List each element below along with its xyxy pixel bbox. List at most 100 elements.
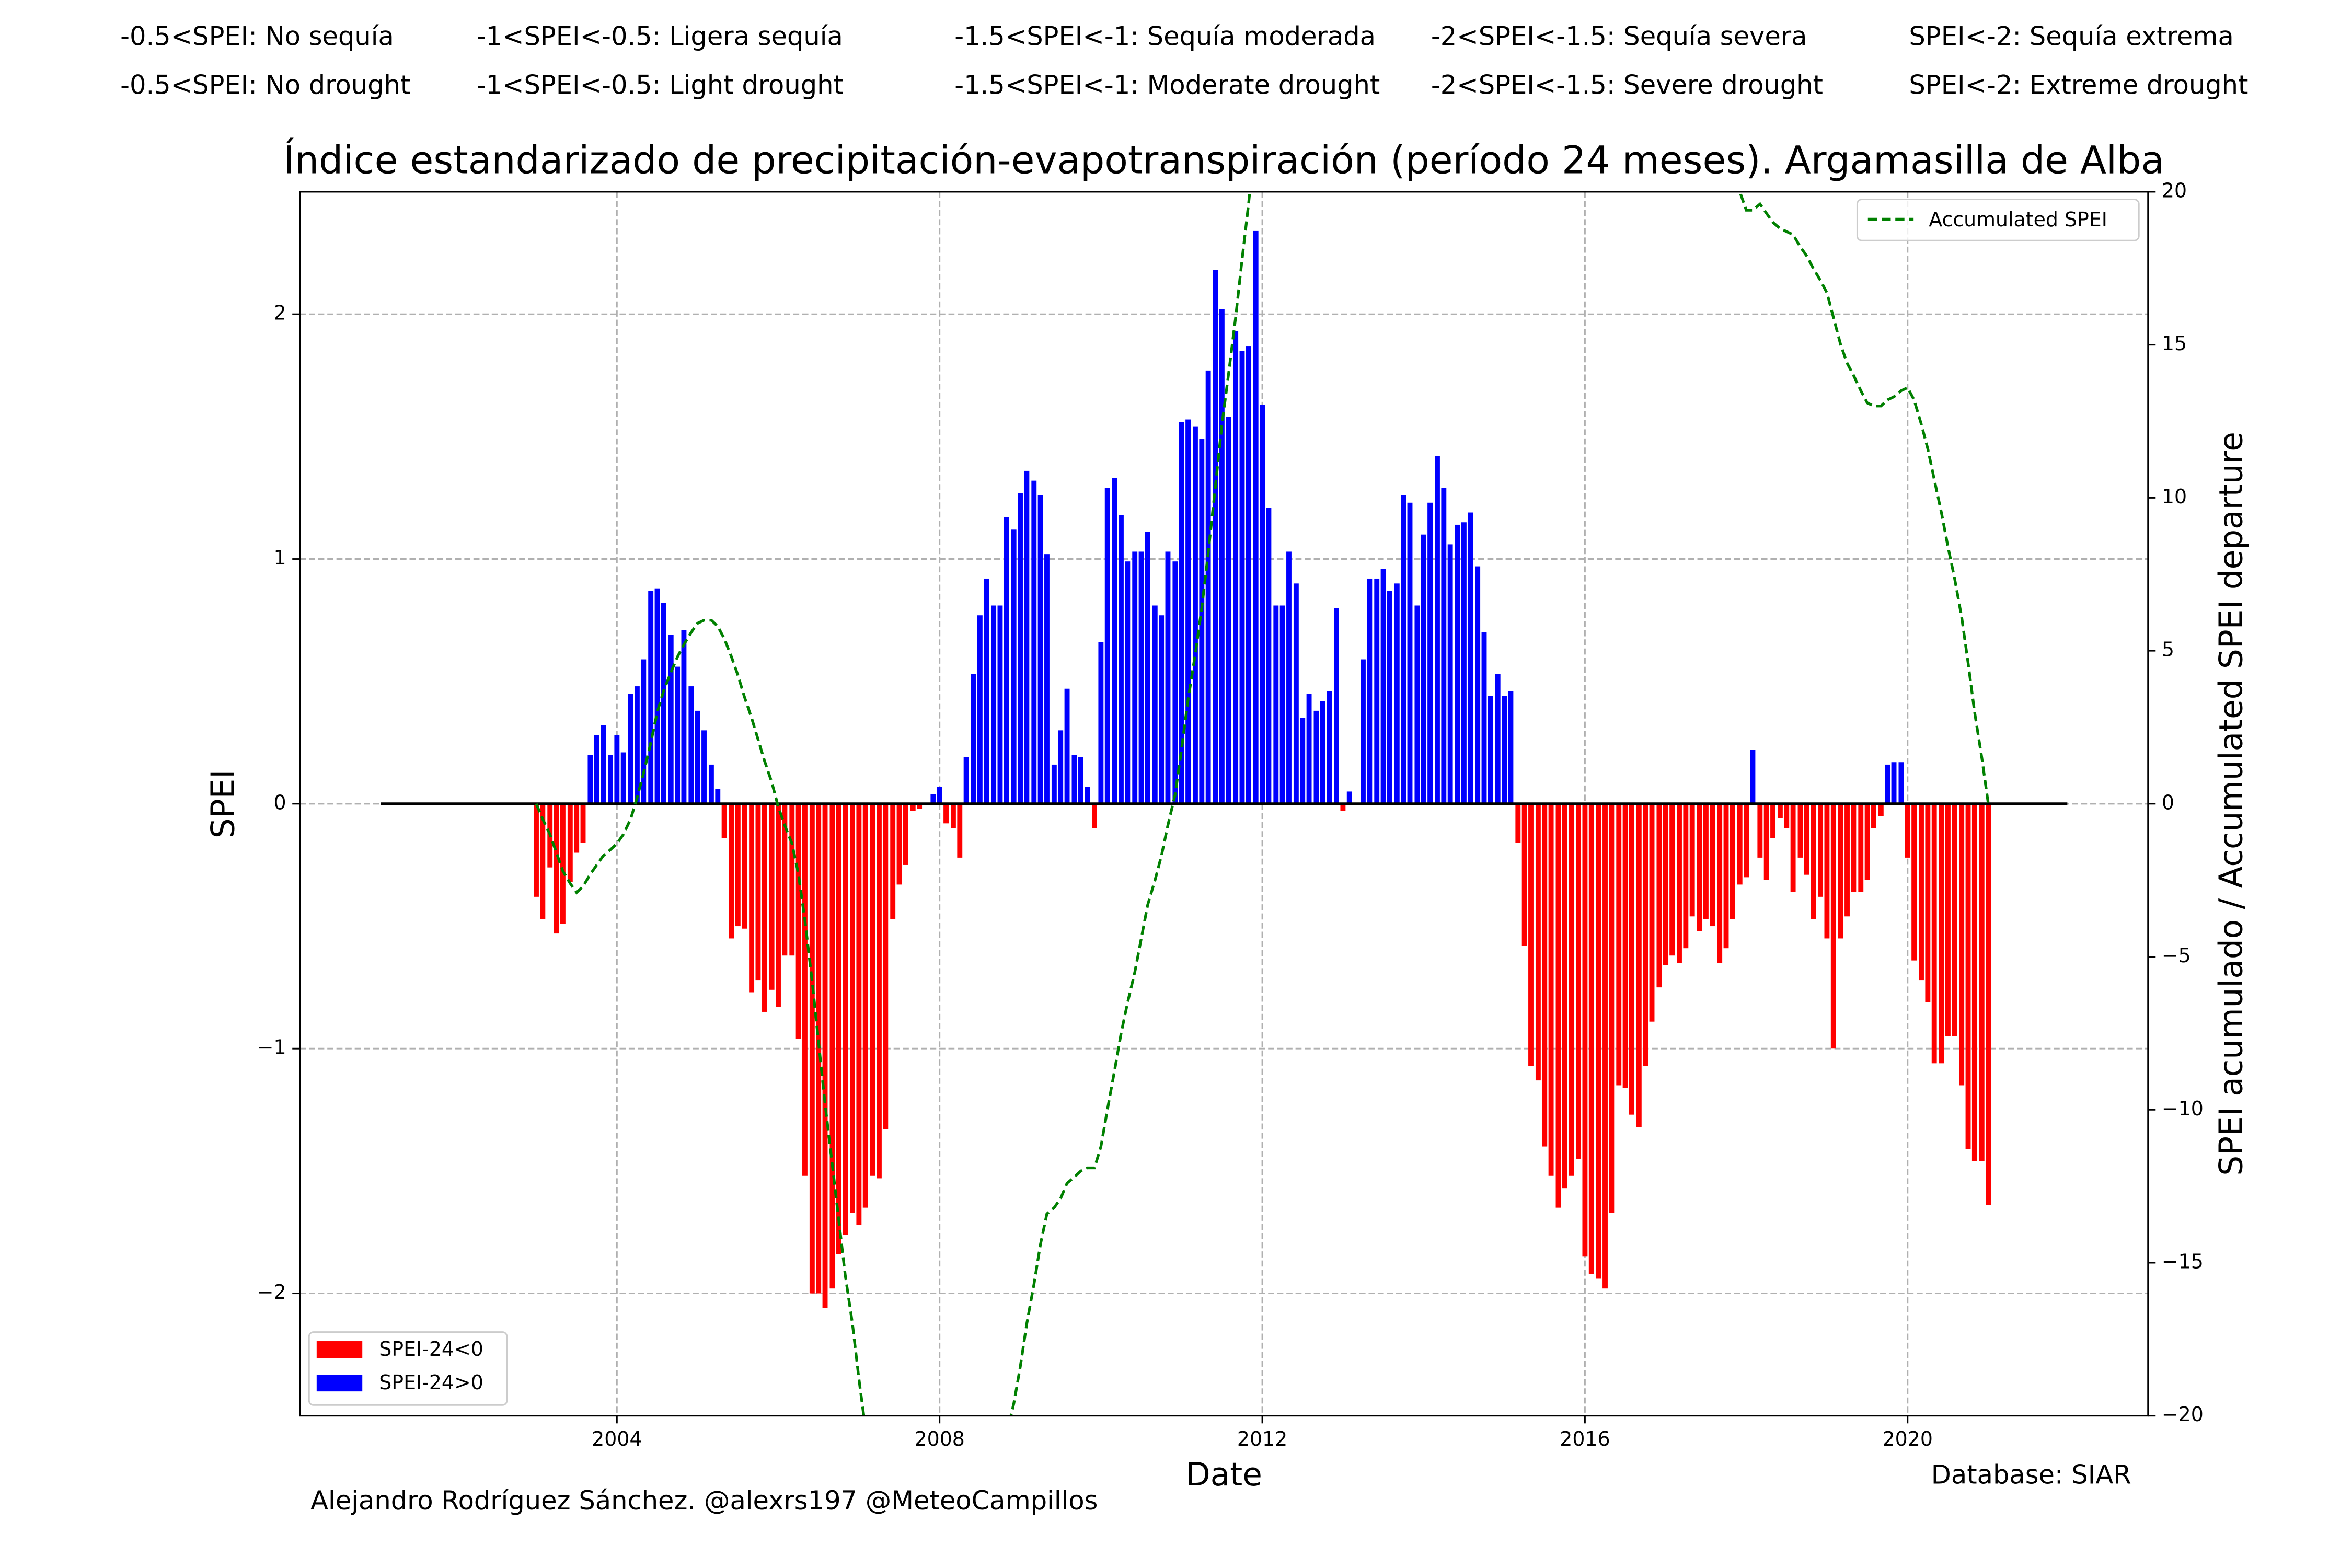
bar	[870, 803, 875, 1176]
bar	[1878, 803, 1884, 816]
bar	[1582, 803, 1588, 1257]
bar	[1683, 803, 1689, 949]
bar	[862, 803, 868, 1208]
bar	[1455, 524, 1460, 804]
bar	[1656, 803, 1662, 988]
bar	[1051, 764, 1057, 804]
bar	[688, 686, 694, 804]
bar	[1199, 439, 1205, 804]
header-text: -0.5<SPEI: No drought	[120, 70, 410, 100]
bar	[1205, 370, 1211, 804]
bar	[1172, 561, 1178, 804]
bar	[1858, 803, 1864, 892]
bar	[695, 710, 700, 804]
y-tick-label: 0	[273, 791, 286, 814]
bar	[1703, 803, 1709, 919]
bar	[1548, 803, 1554, 1176]
bar	[1286, 551, 1292, 804]
bar	[1071, 755, 1077, 804]
bar	[769, 803, 775, 990]
y-axis-label: SPEI	[205, 769, 242, 838]
bar	[991, 605, 997, 804]
bar	[668, 635, 674, 804]
bar	[1851, 803, 1857, 892]
bar	[1293, 583, 1299, 804]
bar	[1763, 803, 1769, 880]
bar	[1784, 803, 1790, 828]
bar	[1562, 803, 1567, 1189]
header-text: -2<SPEI<-1.5: Sequía severa	[1431, 21, 1807, 51]
bar	[1602, 803, 1608, 1289]
bar	[1744, 803, 1749, 878]
bar	[1649, 803, 1655, 1022]
bar	[1790, 803, 1796, 892]
bar	[1185, 419, 1191, 804]
bar	[829, 803, 835, 1289]
bar	[1596, 803, 1601, 1279]
bar	[742, 803, 747, 929]
y2-tick-label: 10	[2162, 485, 2187, 508]
bar	[1979, 803, 1985, 1161]
bar	[1616, 803, 1622, 1086]
bar	[1004, 517, 1009, 804]
legend-label: SPEI-24>0	[379, 1371, 483, 1394]
x-tick-label: 2008	[915, 1427, 965, 1450]
plot-frame	[299, 191, 2149, 1417]
bar	[1165, 551, 1171, 804]
legend-swatch	[316, 1341, 363, 1358]
bar	[957, 803, 963, 858]
bar	[701, 730, 707, 804]
bar	[843, 803, 848, 1235]
bar	[802, 803, 808, 1176]
bar	[1279, 605, 1285, 804]
bar	[755, 803, 761, 981]
bar	[1193, 426, 1198, 804]
bar	[1125, 561, 1131, 804]
x-tick-label: 2012	[1237, 1427, 1287, 1450]
bar	[1112, 478, 1117, 804]
bar	[877, 803, 882, 1179]
bar	[1078, 757, 1083, 804]
bar	[1750, 750, 1756, 804]
bar	[1407, 502, 1413, 804]
bar	[1629, 803, 1634, 1115]
bar	[1320, 701, 1325, 804]
y2-tick-label: 15	[2162, 332, 2187, 355]
bar	[1058, 730, 1064, 804]
bar	[620, 752, 626, 804]
header-text: -2<SPEI<-1.5: Severe drought	[1431, 70, 1823, 100]
bar	[943, 803, 949, 824]
bar	[1830, 803, 1836, 1049]
bar	[910, 803, 916, 811]
bar	[1689, 803, 1695, 917]
bar	[1138, 551, 1144, 804]
y2-axis-label: SPEI acumulado / Accumulated SPEI depart…	[2212, 432, 2250, 1176]
bar	[1037, 495, 1043, 804]
bar	[1669, 803, 1675, 956]
bar	[681, 630, 687, 804]
bar	[1334, 608, 1339, 804]
bar	[1387, 591, 1392, 804]
bar	[1361, 659, 1366, 804]
bar	[735, 803, 741, 927]
bar	[1481, 632, 1487, 804]
bar	[1931, 803, 1937, 1064]
bar	[1273, 605, 1279, 804]
bar	[1737, 803, 1743, 885]
header-text: -1<SPEI<-0.5: Ligera sequía	[477, 21, 843, 51]
y2-tick-label: 0	[2162, 791, 2174, 814]
bar	[836, 803, 841, 1254]
bar	[1891, 762, 1897, 804]
bar	[890, 803, 896, 919]
bar	[1246, 346, 1251, 804]
bar	[1818, 803, 1824, 897]
bar	[1757, 803, 1763, 858]
bar	[1717, 803, 1723, 963]
bar	[1024, 470, 1030, 804]
bar	[749, 803, 755, 993]
bar	[856, 803, 862, 1225]
bar	[1864, 803, 1870, 880]
bar	[1939, 803, 1944, 1064]
y-tick-label: −1	[257, 1036, 286, 1059]
